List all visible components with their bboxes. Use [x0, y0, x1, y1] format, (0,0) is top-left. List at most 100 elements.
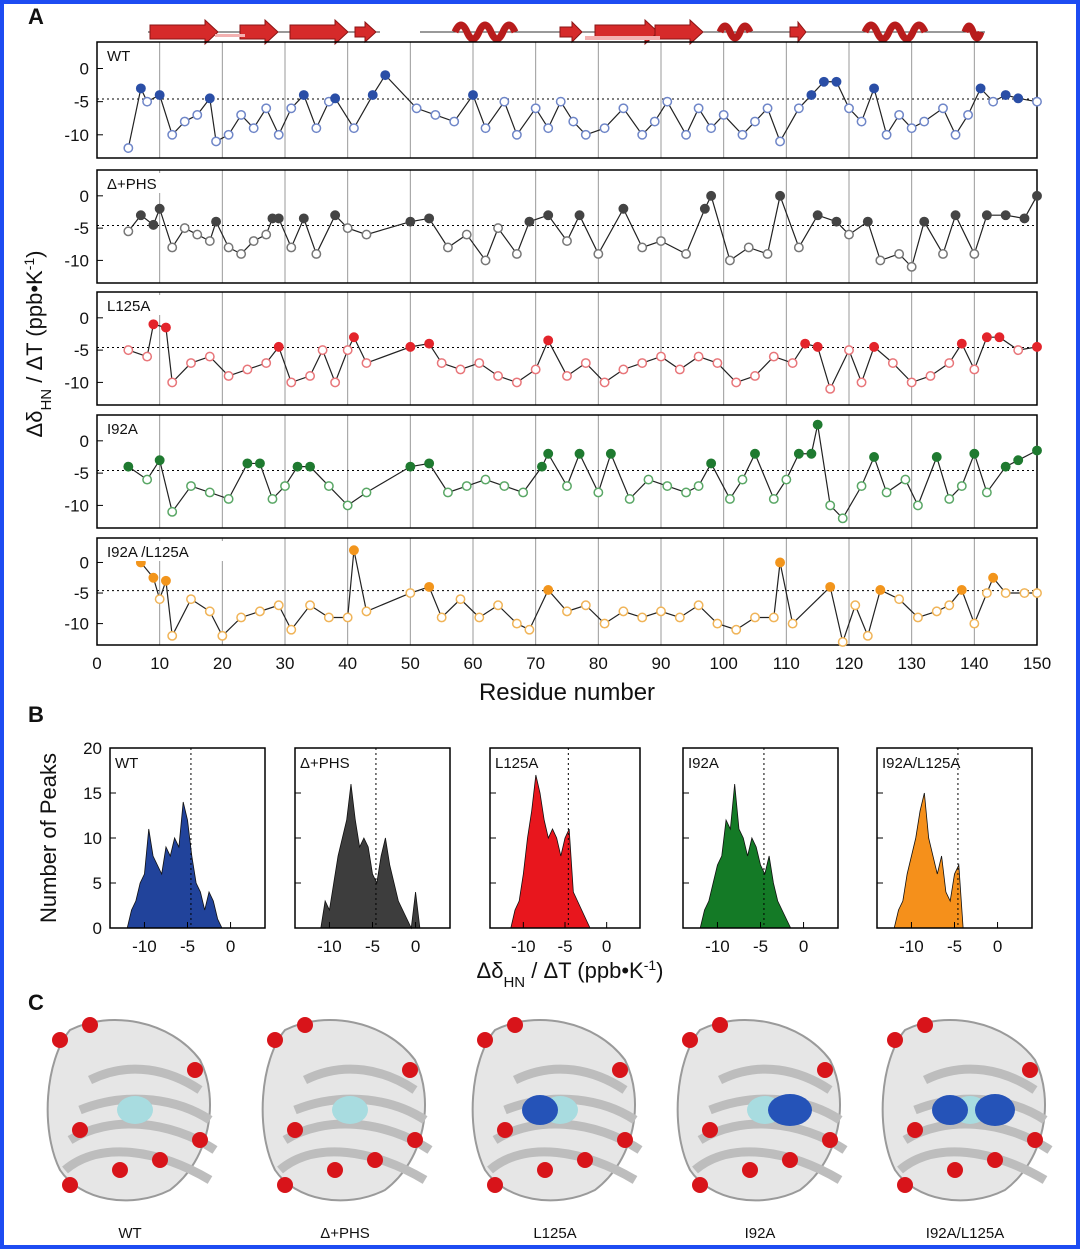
data-point — [875, 585, 886, 595]
data-point — [424, 213, 435, 224]
data-point — [167, 129, 178, 140]
y-tick-label: -10 — [64, 126, 89, 145]
data-point — [906, 261, 917, 272]
data-point — [405, 216, 416, 227]
data-point — [981, 210, 992, 221]
data-point — [142, 474, 153, 485]
data-point — [480, 123, 491, 134]
label-part: ) — [22, 251, 47, 258]
structure-label: L125A — [533, 1225, 576, 1242]
x-tick-label: 70 — [526, 654, 545, 673]
data-point — [160, 322, 171, 333]
data-point — [348, 545, 359, 556]
data-point — [812, 419, 823, 430]
data-point — [223, 129, 234, 140]
data-point — [204, 236, 215, 246]
data-point — [1019, 213, 1030, 224]
data-point — [154, 455, 165, 466]
panel-label: B — [28, 702, 44, 727]
data-point — [681, 248, 692, 259]
data-point — [248, 123, 259, 134]
x-tick-label: 0 — [226, 937, 235, 956]
label-part: -1 — [644, 957, 657, 973]
data-point — [562, 606, 572, 617]
chart-title: Δ+PHS — [300, 755, 350, 772]
data-line — [127, 424, 1038, 520]
data-point — [405, 588, 416, 598]
data-point — [380, 70, 391, 81]
data-point — [493, 223, 504, 234]
data-point — [944, 358, 955, 368]
data-point — [204, 487, 215, 498]
data-point — [580, 600, 591, 611]
x-tick-label: -10 — [511, 937, 536, 956]
data-point — [825, 500, 836, 511]
data-point — [123, 226, 134, 237]
data-point — [323, 481, 334, 491]
data-point — [969, 248, 980, 259]
data-point — [135, 83, 146, 94]
data-point — [724, 493, 735, 504]
data-point — [142, 351, 153, 362]
y-tick-label: 0 — [80, 60, 89, 79]
title-bg — [101, 173, 161, 193]
data-point — [292, 461, 303, 472]
data-point — [530, 103, 541, 114]
y-axis-label: Number of Peaks — [36, 753, 61, 923]
data-point — [812, 341, 823, 352]
data-point — [981, 332, 992, 343]
data-point — [931, 452, 942, 462]
data-point — [154, 594, 165, 605]
data-point — [1000, 588, 1011, 598]
data-point — [524, 216, 535, 227]
data-point — [254, 458, 265, 469]
data-point — [499, 96, 510, 107]
data-point — [881, 487, 892, 498]
data-point — [424, 458, 435, 469]
structure-label: I92A/L125A — [926, 1225, 1004, 1242]
x-tick-label: -5 — [753, 937, 768, 956]
chart-title: L125A — [495, 755, 538, 772]
data-point — [649, 116, 660, 127]
y-tick-label: 0 — [80, 553, 89, 572]
data-point — [186, 358, 196, 368]
data-point — [261, 358, 272, 368]
data-point — [812, 210, 823, 221]
data-point — [236, 248, 247, 259]
data-point — [342, 612, 353, 623]
data-point — [900, 474, 911, 485]
y-tick-label: -10 — [64, 615, 89, 634]
data-point — [254, 606, 265, 617]
data-point — [148, 572, 159, 583]
highlight — [975, 1094, 1015, 1126]
data-point — [455, 594, 466, 605]
data-point — [681, 129, 692, 140]
label-part: ) — [656, 958, 663, 983]
data-point — [480, 255, 491, 266]
label-part: Δδ — [477, 958, 504, 983]
data-point — [844, 345, 854, 356]
x-tick-label: -10 — [899, 937, 924, 956]
data-point — [599, 377, 610, 388]
data-point — [217, 630, 228, 641]
data-point — [662, 96, 673, 107]
data-point — [599, 123, 610, 134]
data-point — [975, 83, 986, 94]
y-tick-label: -5 — [74, 464, 89, 483]
plot-frame — [294, 747, 451, 929]
y-tick-label: 10 — [83, 829, 102, 848]
data-point — [135, 210, 146, 221]
data-point — [411, 103, 422, 114]
x-tick-label: 0 — [411, 937, 420, 956]
data-point — [543, 448, 554, 459]
data-point — [204, 93, 215, 104]
y-tick-label: -10 — [64, 496, 89, 515]
data-point — [656, 351, 666, 362]
data-point — [793, 242, 804, 253]
x-tick-label: -10 — [317, 937, 342, 956]
x-tick-label: 120 — [835, 654, 863, 673]
data-point — [844, 103, 854, 114]
data-point — [693, 481, 704, 491]
data-point — [969, 448, 980, 459]
data-point — [837, 636, 848, 647]
